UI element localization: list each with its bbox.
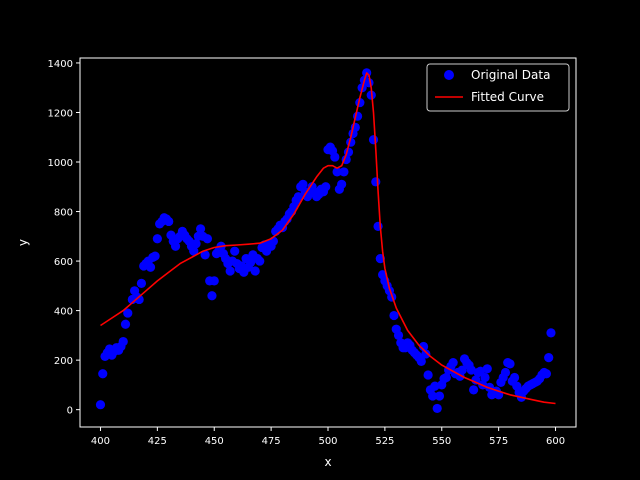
data-point	[134, 294, 144, 305]
data-point	[469, 385, 479, 395]
x-tick-label: 450	[205, 436, 224, 447]
y-tick-label: 1400	[48, 59, 73, 70]
data-point	[164, 216, 174, 227]
data-point	[118, 336, 128, 347]
data-point	[544, 353, 554, 363]
x-axis-label: x	[324, 455, 331, 469]
data-point	[191, 239, 201, 249]
data-point	[330, 152, 340, 162]
y-tick-label: 800	[54, 208, 73, 219]
data-point	[250, 266, 260, 276]
data-point	[202, 234, 213, 244]
data-point	[421, 349, 431, 359]
data-point	[337, 179, 347, 189]
x-tick-label: 400	[91, 436, 110, 447]
data-point	[448, 358, 458, 368]
x-tick-label: 550	[432, 436, 451, 447]
data-point	[541, 369, 552, 379]
data-point	[209, 276, 219, 286]
data-point	[145, 262, 156, 272]
data-point	[255, 256, 265, 266]
data-point	[230, 246, 240, 256]
data-point	[482, 364, 492, 374]
data-point	[428, 391, 438, 401]
fitted-curve-line	[100, 72, 556, 405]
y-tick-label: 1200	[48, 108, 73, 119]
data-point	[423, 370, 433, 380]
y-axis: 0 200 400 600 800 1000 1200 1400	[48, 59, 80, 417]
plot-area	[95, 68, 556, 414]
data-point	[418, 341, 429, 352]
y-tick-label: 0	[67, 406, 73, 417]
y-tick-label: 1000	[48, 158, 73, 169]
x-axis: 400 425 450 475 500 525 550 575 600	[91, 427, 565, 447]
data-point	[389, 310, 399, 321]
data-point	[293, 192, 304, 202]
data-point	[120, 319, 131, 329]
data-point	[246, 257, 256, 267]
data-point	[170, 241, 181, 251]
data-point	[207, 291, 217, 301]
legend-box	[426, 63, 570, 112]
data-point	[434, 391, 445, 401]
x-tick-label: 500	[318, 436, 337, 447]
data-point	[195, 224, 206, 234]
data-point	[98, 369, 108, 379]
x-tick-label: 425	[148, 436, 167, 447]
x-tick-label: 525	[375, 436, 394, 447]
data-point	[136, 278, 147, 288]
data-point	[393, 330, 404, 340]
data-point	[200, 250, 210, 260]
data-point	[189, 246, 199, 256]
legend-marker-original-data	[444, 70, 454, 80]
data-point	[339, 167, 349, 177]
data-point	[505, 359, 515, 369]
data-point	[298, 179, 308, 189]
data-point	[332, 167, 342, 177]
data-point	[546, 328, 556, 338]
data-point	[416, 356, 426, 366]
data-point	[95, 400, 106, 410]
data-point	[441, 372, 451, 383]
data-point	[500, 367, 511, 378]
data-point	[152, 234, 162, 244]
y-tick-label: 200	[54, 356, 73, 367]
x-tick-label: 600	[546, 436, 565, 447]
data-point	[123, 308, 133, 318]
data-point	[225, 266, 235, 276]
data-point	[368, 135, 379, 145]
legend: Original Data Fitted Curve	[426, 63, 570, 112]
data-point	[457, 365, 467, 375]
data-point	[430, 381, 440, 391]
data-point	[371, 177, 381, 187]
data-point	[432, 403, 442, 414]
data-point	[321, 182, 331, 192]
data-point	[150, 251, 160, 261]
y-tick-label: 400	[54, 307, 73, 318]
y-tick-label: 600	[54, 257, 73, 268]
legend-label-original-data: Original Data	[471, 68, 550, 82]
y-axis-label: y	[16, 239, 30, 246]
data-point	[480, 372, 490, 383]
x-tick-label: 475	[262, 436, 281, 447]
x-tick-label: 575	[489, 436, 508, 447]
data-point	[509, 372, 520, 383]
legend-label-fitted-curve: Fitted Curve	[471, 90, 544, 104]
